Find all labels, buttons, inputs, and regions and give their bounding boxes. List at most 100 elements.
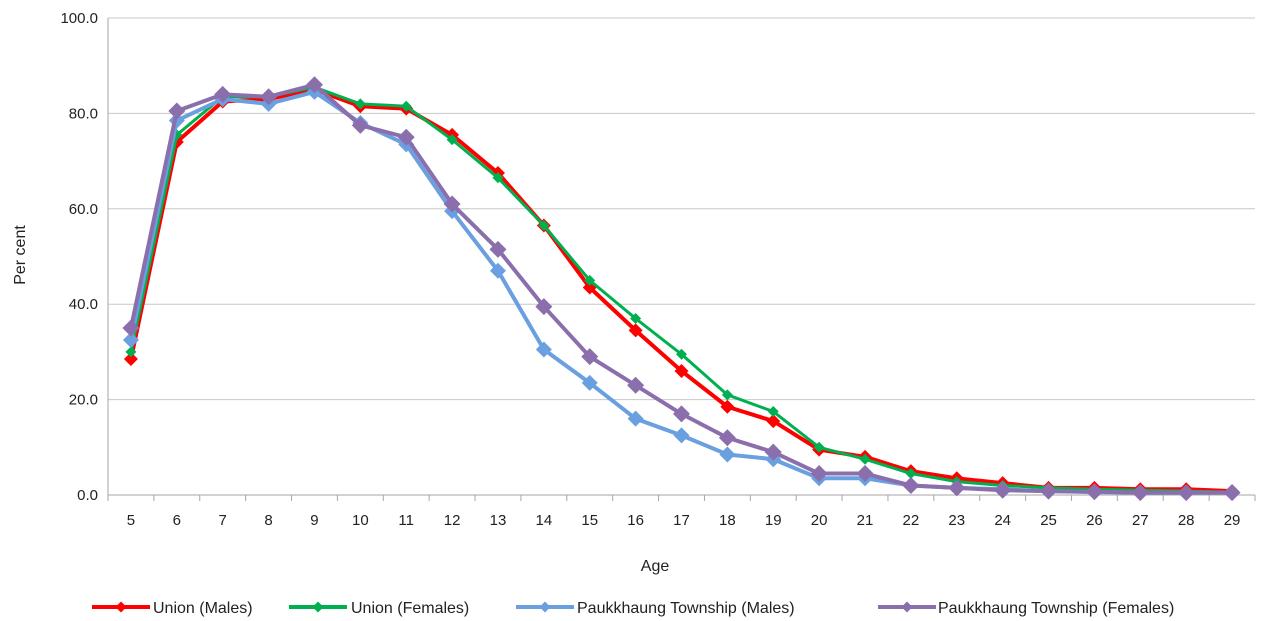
legend-entry: Paukkhaung Township (Females) — [878, 600, 1174, 617]
legend-entry: Union (Females) — [289, 600, 469, 617]
x-tick-label: 19 — [765, 512, 782, 529]
data-point — [813, 441, 825, 453]
data-point — [214, 85, 232, 103]
data-point — [810, 465, 828, 483]
y-axis-title: Per cent — [12, 225, 29, 285]
legend-label: Paukkhaung Township (Males) — [577, 600, 795, 617]
series-4 — [122, 76, 1241, 502]
data-point — [397, 128, 415, 146]
legend-swatch-marker — [539, 601, 551, 613]
data-point — [1131, 484, 1149, 502]
legend: Union (Males) Union (Females) Paukkhaung T… — [92, 600, 1174, 617]
x-tick-label: 16 — [627, 512, 644, 529]
data-point — [122, 319, 140, 337]
legend-label: Union (Males) — [153, 600, 253, 617]
data-point — [489, 262, 506, 279]
data-point — [400, 100, 412, 112]
y-tick-label: 20.0 — [69, 392, 98, 409]
legend-swatch-marker — [312, 601, 324, 613]
x-tick-label: 5 — [127, 512, 135, 529]
data-point — [673, 405, 690, 423]
axes: 0.0 20.0 40.0 60.0 80.0 100.0 5 6 7 8 9 10 11 12 13 14 1… — [60, 10, 1256, 529]
y-tick-label: 80.0 — [69, 105, 98, 122]
data-point — [443, 195, 461, 213]
data-point — [718, 429, 736, 447]
x-tick-label: 21 — [857, 512, 874, 529]
x-tick-label: 14 — [536, 512, 553, 529]
data-point — [260, 88, 278, 106]
data-point — [766, 414, 781, 429]
grid-lines — [108, 17, 1255, 401]
series-3 — [122, 83, 1241, 501]
y-tick-label: 0.0 — [77, 487, 98, 504]
data-point — [948, 479, 966, 497]
data-point — [630, 313, 642, 325]
data-point — [902, 476, 920, 494]
x-tick-label: 17 — [673, 512, 690, 529]
data-point — [492, 172, 504, 184]
data-point — [122, 331, 139, 348]
x-axis-title: Age — [641, 558, 670, 575]
legend-label: Union (Females) — [351, 600, 469, 617]
data-point — [305, 76, 323, 94]
data-point — [351, 116, 369, 134]
x-tick-label: 26 — [1086, 512, 1103, 529]
x-tick-label: 11 — [398, 512, 414, 529]
x-tick-label: 20 — [811, 512, 828, 529]
x-tick-label: 7 — [219, 512, 227, 529]
data-point — [535, 341, 552, 358]
data-point — [994, 481, 1012, 499]
data-point — [581, 374, 598, 391]
data-point — [721, 389, 733, 401]
x-tick-label: 29 — [1224, 512, 1241, 529]
y-tick-label: 100.0 — [60, 10, 98, 27]
data-point — [1040, 482, 1058, 500]
x-tick-label: 9 — [310, 512, 318, 529]
x-tick-label: 27 — [1132, 512, 1149, 529]
legend-swatch-marker — [115, 601, 127, 613]
data-point — [538, 219, 550, 231]
x-tick-label: 6 — [173, 512, 181, 529]
data-point — [627, 376, 645, 394]
legend-entry: Union (Males) — [92, 600, 253, 617]
data-point — [673, 427, 690, 444]
data-point — [627, 410, 644, 427]
data-point — [628, 323, 643, 338]
legend-swatch-marker — [901, 601, 913, 613]
x-tick-label: 23 — [948, 512, 965, 529]
data-point — [905, 468, 917, 480]
x-tick-label: 24 — [994, 512, 1011, 529]
x-tick-label: 15 — [581, 512, 598, 529]
x-tick-label: 22 — [903, 512, 920, 529]
x-tick-label: 25 — [1040, 512, 1057, 529]
data-point — [168, 102, 186, 120]
data-point — [535, 298, 553, 316]
data-point — [446, 134, 458, 146]
series-layer — [122, 76, 1241, 502]
x-tick-label: 28 — [1178, 512, 1195, 529]
data-point — [123, 352, 138, 367]
data-point — [581, 348, 599, 366]
data-point — [859, 453, 871, 465]
data-point — [856, 465, 874, 483]
data-point — [584, 274, 596, 286]
data-point — [1223, 484, 1241, 502]
data-point — [489, 240, 507, 258]
data-point — [720, 399, 735, 414]
x-tick-label: 10 — [352, 512, 369, 529]
legend-entry: Paukkhaung Township (Males) — [516, 600, 795, 617]
data-point — [764, 443, 782, 461]
data-point — [676, 348, 687, 360]
legend-label: Paukkhaung Township (Females) — [938, 600, 1174, 617]
x-tick-label: 13 — [490, 512, 507, 529]
y-tick-label: 60.0 — [69, 201, 98, 218]
data-point — [125, 346, 137, 358]
x-tick-label: 12 — [444, 512, 461, 529]
x-tick-label: 18 — [719, 512, 736, 529]
data-point — [354, 98, 366, 110]
y-tick-label: 40.0 — [69, 296, 98, 313]
data-point — [674, 363, 689, 378]
data-point — [767, 406, 779, 418]
